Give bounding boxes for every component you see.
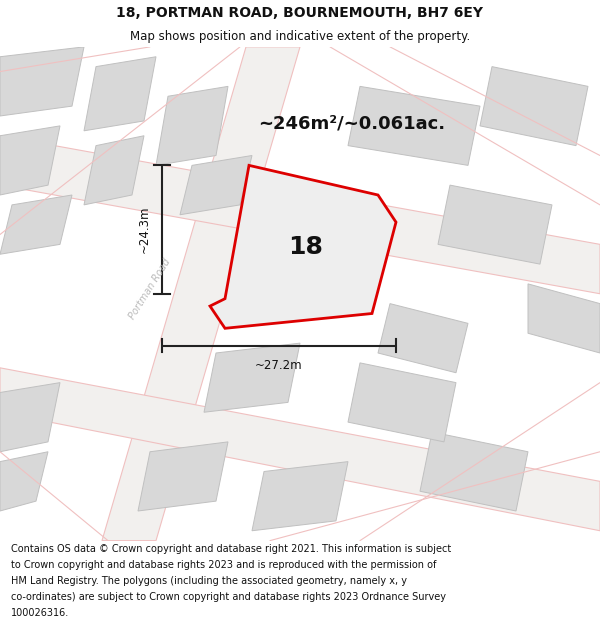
Polygon shape bbox=[0, 47, 84, 116]
Polygon shape bbox=[0, 126, 60, 195]
Text: co-ordinates) are subject to Crown copyright and database rights 2023 Ordnance S: co-ordinates) are subject to Crown copyr… bbox=[11, 592, 446, 602]
Polygon shape bbox=[438, 185, 552, 264]
Text: 18: 18 bbox=[289, 235, 323, 259]
Text: to Crown copyright and database rights 2023 and is reproduced with the permissio: to Crown copyright and database rights 2… bbox=[11, 560, 436, 570]
Text: Contains OS data © Crown copyright and database right 2021. This information is : Contains OS data © Crown copyright and d… bbox=[11, 544, 451, 554]
Polygon shape bbox=[420, 432, 528, 511]
Polygon shape bbox=[102, 47, 300, 541]
Polygon shape bbox=[378, 304, 468, 372]
Polygon shape bbox=[252, 462, 348, 531]
Polygon shape bbox=[0, 452, 48, 511]
Text: 18, PORTMAN ROAD, BOURNEMOUTH, BH7 6EY: 18, PORTMAN ROAD, BOURNEMOUTH, BH7 6EY bbox=[116, 6, 484, 19]
Text: ~24.3m: ~24.3m bbox=[138, 206, 151, 253]
Text: Portman Road: Portman Road bbox=[127, 257, 173, 321]
Polygon shape bbox=[156, 86, 228, 166]
Polygon shape bbox=[348, 363, 456, 442]
Text: ~246m²/~0.061ac.: ~246m²/~0.061ac. bbox=[258, 114, 445, 132]
Polygon shape bbox=[84, 57, 156, 131]
Text: HM Land Registry. The polygons (including the associated geometry, namely x, y: HM Land Registry. The polygons (includin… bbox=[11, 576, 407, 586]
Polygon shape bbox=[204, 343, 300, 412]
Text: 100026316.: 100026316. bbox=[11, 608, 69, 618]
Polygon shape bbox=[0, 136, 600, 294]
Polygon shape bbox=[210, 166, 396, 328]
Polygon shape bbox=[528, 284, 600, 353]
Polygon shape bbox=[180, 156, 252, 215]
Polygon shape bbox=[138, 442, 228, 511]
Text: Map shows position and indicative extent of the property.: Map shows position and indicative extent… bbox=[130, 30, 470, 43]
Polygon shape bbox=[0, 382, 60, 452]
Polygon shape bbox=[84, 136, 144, 205]
Text: ~27.2m: ~27.2m bbox=[255, 359, 303, 372]
Polygon shape bbox=[0, 368, 600, 531]
Polygon shape bbox=[348, 86, 480, 166]
Polygon shape bbox=[0, 195, 72, 254]
Polygon shape bbox=[480, 67, 588, 146]
